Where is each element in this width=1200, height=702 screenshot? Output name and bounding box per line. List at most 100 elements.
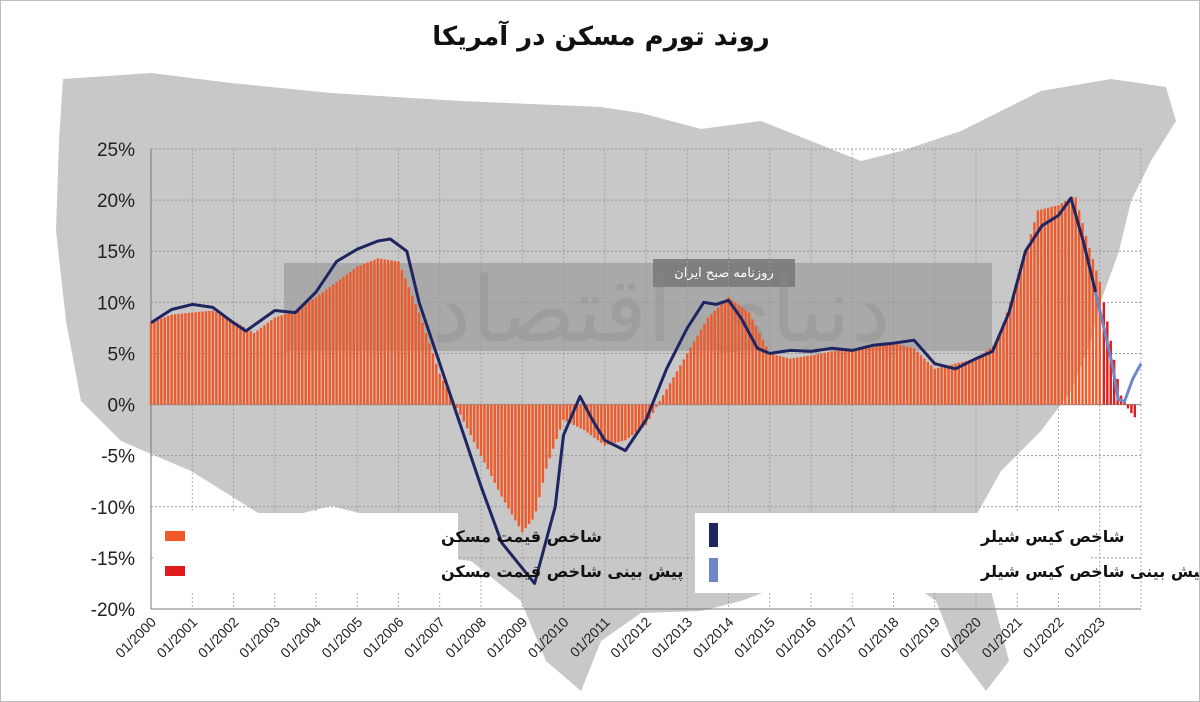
bar <box>366 262 369 405</box>
x-tick-label: 01/2023 <box>1061 614 1108 661</box>
bar <box>909 347 912 405</box>
bar <box>538 404 541 498</box>
bar <box>943 366 947 405</box>
legend-label-case-shiller: شاخص کیس شیلر <box>980 527 1124 546</box>
legend-label-price-index: شاخص قیمت مسکن <box>441 527 602 546</box>
bar <box>875 346 878 405</box>
bar <box>675 371 679 405</box>
bar <box>658 401 661 405</box>
bar <box>600 404 603 443</box>
bar <box>902 345 906 405</box>
x-tick-label: 01/2005 <box>318 614 365 661</box>
bar <box>961 361 964 405</box>
bar <box>1060 203 1064 405</box>
bar <box>613 404 617 443</box>
legend-label-case-shiller-forecast: پیش بینی شاخص کیس شیلر <box>980 562 1199 582</box>
bar <box>318 294 321 405</box>
bar <box>686 353 689 405</box>
bar <box>386 259 390 405</box>
bar <box>692 341 696 405</box>
x-tick-label: 01/2002 <box>195 614 242 661</box>
bar <box>631 404 634 436</box>
bar <box>620 404 624 442</box>
bar <box>1009 302 1012 405</box>
bar <box>194 312 197 405</box>
bar <box>985 350 988 405</box>
bar <box>644 404 648 425</box>
watermark-tag <box>653 259 795 287</box>
bar <box>1029 234 1033 405</box>
x-tick-label: 01/2014 <box>690 614 737 661</box>
bar <box>321 292 325 405</box>
bar <box>510 404 514 515</box>
bar <box>906 346 909 405</box>
bar <box>1077 210 1081 405</box>
bar <box>820 353 823 405</box>
x-tick-label: 01/2015 <box>731 614 778 661</box>
bar <box>555 404 558 440</box>
bar <box>486 404 490 470</box>
bar <box>1033 222 1036 405</box>
bar <box>369 261 373 405</box>
y-tick-label: -15% <box>91 549 135 570</box>
bar <box>1026 246 1029 405</box>
bar <box>462 404 466 422</box>
bar <box>878 345 881 405</box>
bar <box>304 303 307 405</box>
bar <box>796 357 799 405</box>
bar <box>218 313 221 405</box>
bar <box>404 278 407 405</box>
bar <box>723 300 727 405</box>
bar <box>596 404 600 441</box>
bar <box>496 404 500 490</box>
bar <box>256 330 259 405</box>
bar <box>466 404 469 429</box>
bar <box>431 353 435 405</box>
bar <box>359 265 362 405</box>
legend-swatch-case-shiller-forecast <box>709 558 718 582</box>
bar <box>672 377 675 405</box>
bar <box>1088 247 1091 405</box>
bar <box>899 344 902 405</box>
bar <box>177 313 180 405</box>
bar <box>276 316 280 405</box>
bar <box>881 345 885 405</box>
bar <box>149 322 153 405</box>
bar <box>156 320 160 405</box>
x-tick-label: 01/2017 <box>813 614 860 661</box>
bar <box>998 333 1002 405</box>
bar <box>809 355 813 405</box>
bar <box>211 310 215 405</box>
bar <box>469 404 472 436</box>
bar <box>1064 200 1067 405</box>
bar <box>864 347 868 405</box>
bar <box>954 363 957 405</box>
bar <box>1019 269 1022 405</box>
bar <box>930 365 933 405</box>
bar <box>441 380 445 405</box>
bar <box>730 299 734 405</box>
bar <box>380 258 383 405</box>
bar <box>514 404 517 521</box>
bar <box>582 404 586 431</box>
bar <box>775 355 778 405</box>
bar <box>376 258 380 405</box>
bar <box>768 353 771 405</box>
bar <box>851 349 854 405</box>
bar <box>1053 206 1057 405</box>
bar <box>710 314 713 405</box>
bar <box>280 315 283 405</box>
bar <box>338 279 342 405</box>
bar <box>503 404 507 503</box>
bar <box>617 404 620 443</box>
bar <box>799 357 802 405</box>
bar <box>741 307 744 405</box>
bar <box>558 404 562 430</box>
bar <box>160 318 163 405</box>
bar <box>208 310 211 405</box>
bar <box>830 351 833 405</box>
bar <box>1043 208 1046 405</box>
bar <box>789 358 792 405</box>
bar <box>411 295 414 405</box>
bar <box>634 404 637 433</box>
